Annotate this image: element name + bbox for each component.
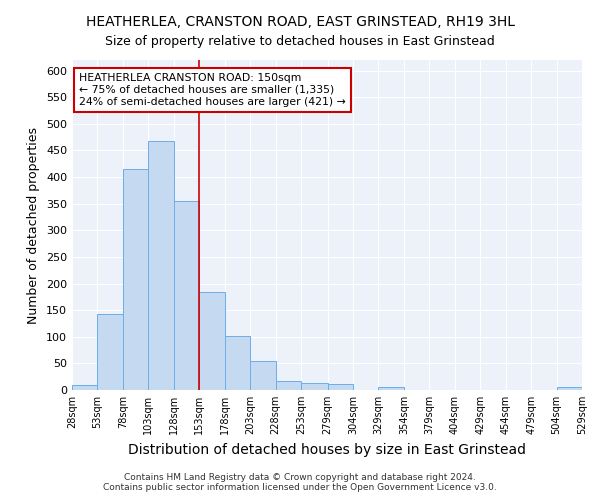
Text: Size of property relative to detached houses in East Grinstead: Size of property relative to detached ho… [105, 35, 495, 48]
Bar [557, 388, 582, 390]
Bar [72, 384, 97, 390]
Bar [123, 169, 148, 390]
Bar [174, 201, 199, 390]
Bar [275, 381, 301, 390]
Text: HEATHERLEA, CRANSTON ROAD, EAST GRINSTEAD, RH19 3HL: HEATHERLEA, CRANSTON ROAD, EAST GRINSTEA… [86, 15, 515, 29]
Bar [250, 362, 275, 390]
Bar [148, 142, 174, 390]
Bar [379, 387, 404, 390]
Y-axis label: Number of detached properties: Number of detached properties [28, 126, 40, 324]
Bar [224, 336, 250, 390]
Bar [328, 384, 353, 390]
Text: HEATHERLEA CRANSTON ROAD: 150sqm
← 75% of detached houses are smaller (1,335)
24: HEATHERLEA CRANSTON ROAD: 150sqm ← 75% o… [79, 74, 346, 106]
Text: Contains HM Land Registry data © Crown copyright and database right 2024.
Contai: Contains HM Land Registry data © Crown c… [103, 473, 497, 492]
X-axis label: Distribution of detached houses by size in East Grinstead: Distribution of detached houses by size … [128, 442, 526, 456]
Bar [97, 314, 123, 390]
Bar [301, 382, 328, 390]
Bar [199, 292, 224, 390]
